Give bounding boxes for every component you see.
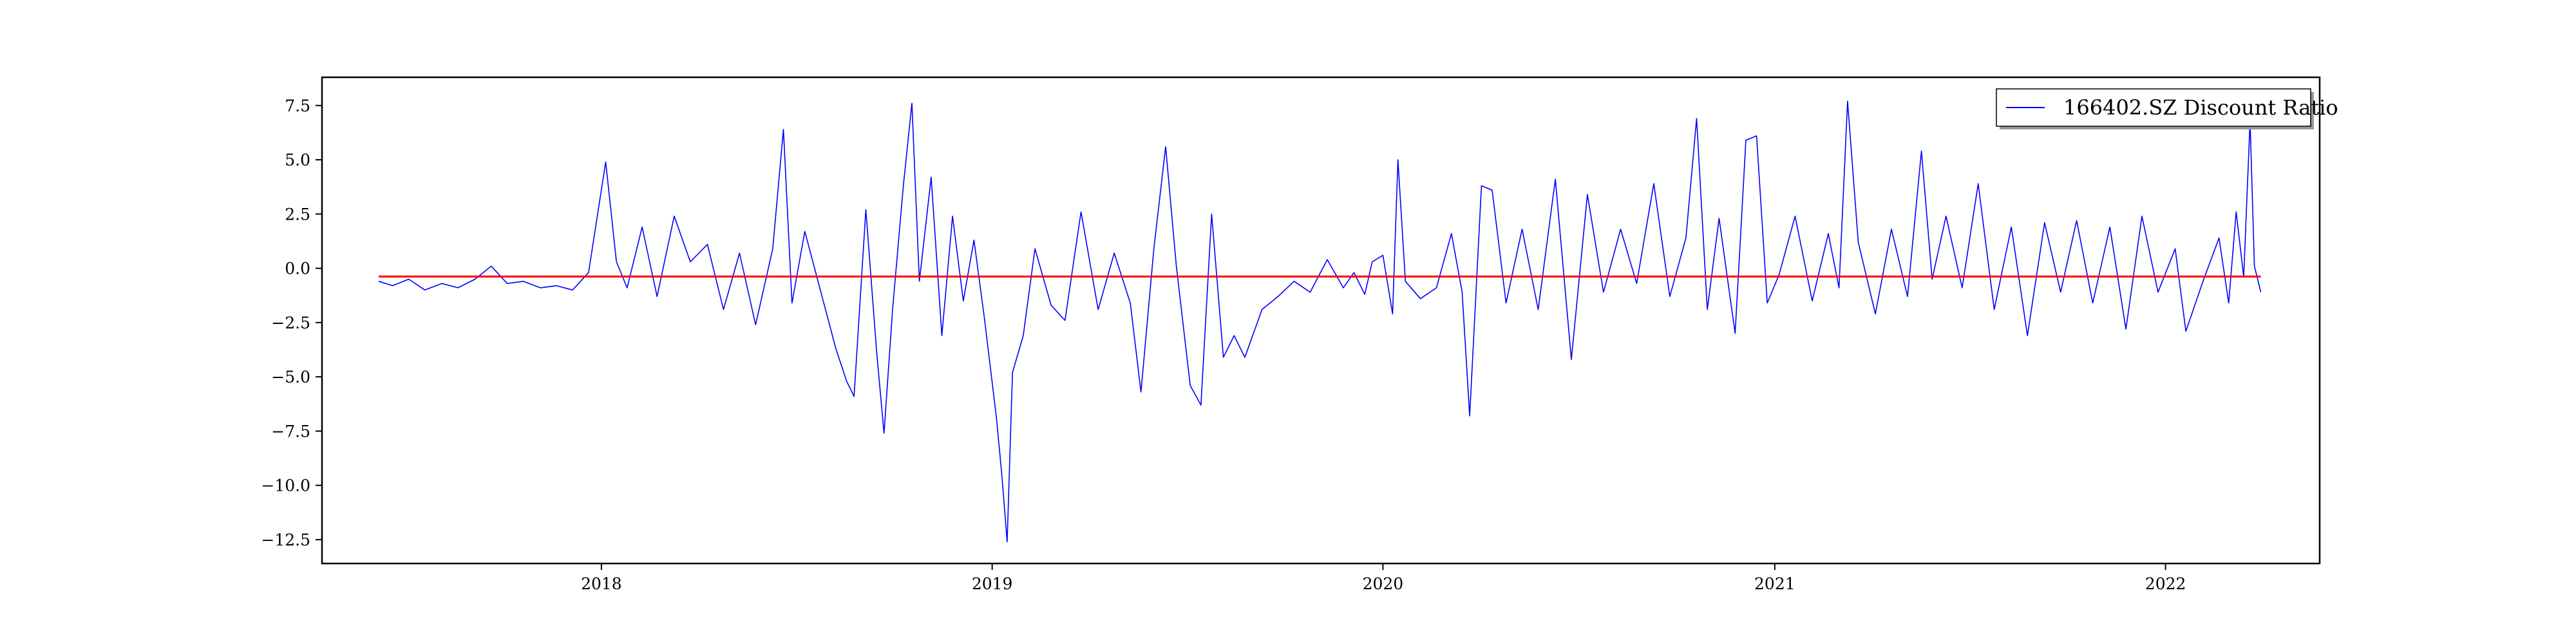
y-tick-label: 7.5 — [285, 97, 310, 115]
x-tick-label: 2018 — [581, 574, 622, 593]
discount-ratio-line — [378, 100, 2262, 543]
y-tick-label: −10.0 — [261, 477, 310, 495]
series-layer — [378, 100, 2262, 543]
y-axis-ticks: 7.5 5.0 2.5 0.0 −2.5 −5.0 −7.5 −10.0 −12.5 — [261, 97, 322, 549]
y-tick-label: −5.0 — [271, 368, 310, 386]
x-tick-label: 2020 — [1363, 574, 1404, 593]
y-tick-label: 5.0 — [285, 151, 310, 169]
x-tick-label: 2019 — [972, 574, 1013, 593]
x-tick-label: 2021 — [1754, 574, 1795, 593]
legend: 166402.SZ Discount Ratio — [1996, 88, 2338, 129]
y-tick-label: −12.5 — [261, 531, 310, 549]
x-tick-label: 2022 — [2145, 574, 2186, 593]
plot-area: 2018 2019 2020 2021 2022 7.5 5.0 2.5 0.0 −2.5 −5.… — [261, 76, 2338, 593]
y-tick-label: 2.5 — [285, 205, 310, 223]
legend-box — [1996, 88, 2311, 127]
y-tick-label: −2.5 — [271, 314, 310, 332]
legend-label: 166402.SZ Discount Ratio — [2063, 95, 2338, 120]
y-tick-label: −7.5 — [271, 422, 310, 440]
y-tick-label: 0.0 — [285, 260, 310, 278]
x-axis-ticks: 2018 2019 2020 2021 2022 — [581, 564, 2186, 593]
plot-frame — [321, 76, 2321, 565]
